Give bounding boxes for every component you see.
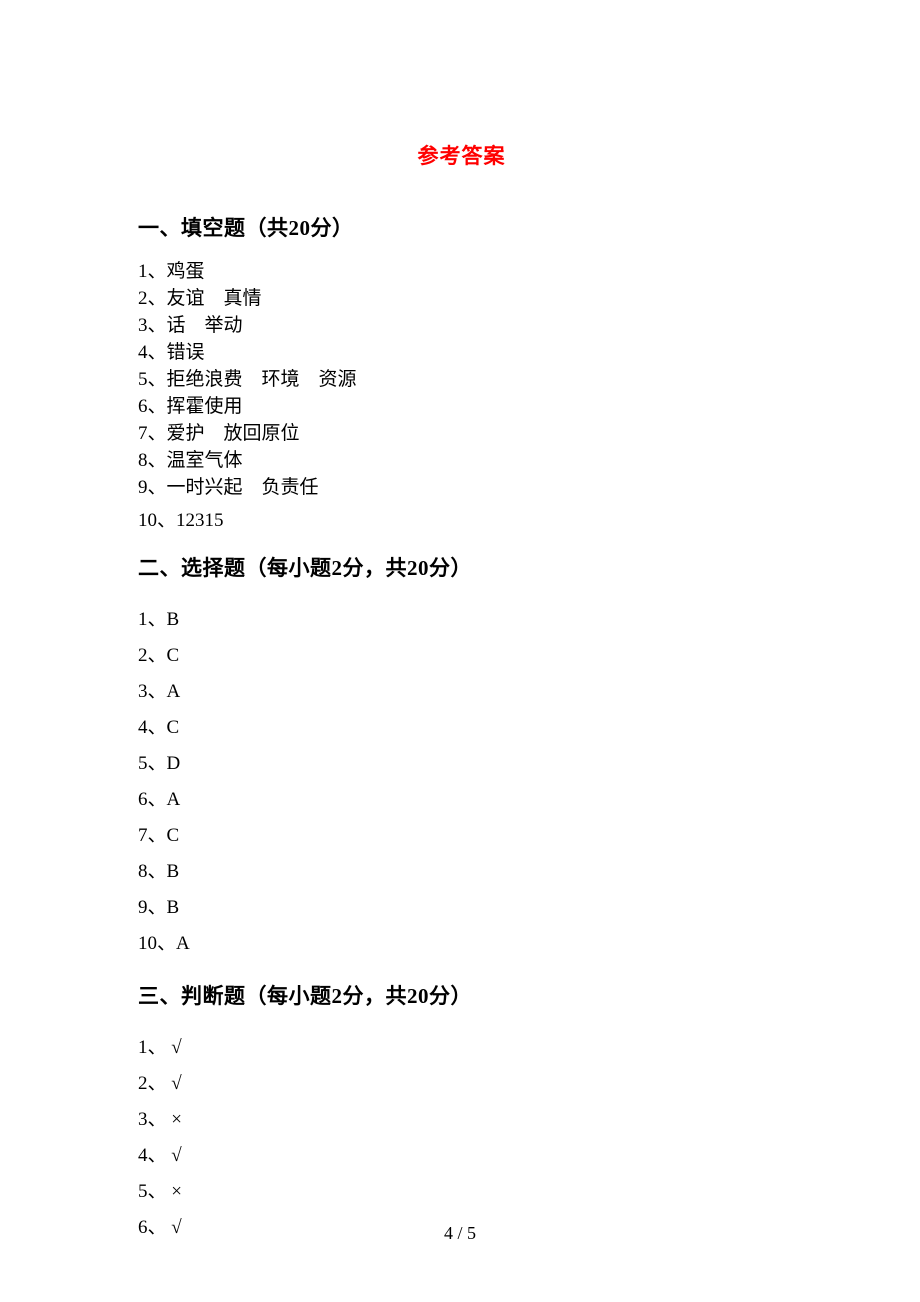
judge-item: 4、 √ (138, 1138, 785, 1174)
judge-item: 1、 √ (138, 1030, 785, 1066)
section2-heading: 二、选择题（每小题2分，共20分） (138, 552, 785, 582)
choice-item: 4、C (138, 710, 785, 746)
section2-list: 1、B 2、C 3、A 4、C 5、D 6、A 7、C 8、B 9、B 10、A (138, 602, 785, 962)
fill-item: 5、拒绝浪费 环境 资源 (138, 366, 785, 393)
judge-item: 3、 × (138, 1102, 785, 1138)
fill-item: 2、友谊 真情 (138, 285, 785, 312)
page-number: 4 / 5 (0, 1223, 920, 1244)
fill-item: 10、12315 (138, 507, 785, 534)
choice-item: 7、C (138, 818, 785, 854)
choice-item: 3、A (138, 674, 785, 710)
choice-item: 10、A (138, 926, 785, 962)
choice-item: 5、D (138, 746, 785, 782)
fill-item: 8、温室气体 (138, 447, 785, 474)
section1-list: 1、鸡蛋 2、友谊 真情 3、话 举动 4、错误 5、拒绝浪费 环境 资源 6、… (138, 258, 785, 534)
fill-item: 1、鸡蛋 (138, 258, 785, 285)
choice-item: 9、B (138, 890, 785, 926)
choice-item: 1、B (138, 602, 785, 638)
document-title: 参考答案 (138, 140, 785, 170)
judge-item: 5、 × (138, 1174, 785, 1210)
page-content: 参考答案 一、填空题（共20分） 1、鸡蛋 2、友谊 真情 3、话 举动 4、错… (0, 0, 920, 1246)
section3-list: 1、 √ 2、 √ 3、 × 4、 √ 5、 × 6、 √ (138, 1030, 785, 1246)
fill-item: 9、一时兴起 负责任 (138, 474, 785, 501)
fill-item: 6、挥霍使用 (138, 393, 785, 420)
choice-item: 2、C (138, 638, 785, 674)
fill-item: 7、爱护 放回原位 (138, 420, 785, 447)
judge-item: 2、 √ (138, 1066, 785, 1102)
choice-item: 8、B (138, 854, 785, 890)
section3-heading: 三、判断题（每小题2分，共20分） (138, 980, 785, 1010)
fill-item: 3、话 举动 (138, 312, 785, 339)
fill-item: 4、错误 (138, 339, 785, 366)
choice-item: 6、A (138, 782, 785, 818)
section1-heading: 一、填空题（共20分） (138, 212, 785, 242)
